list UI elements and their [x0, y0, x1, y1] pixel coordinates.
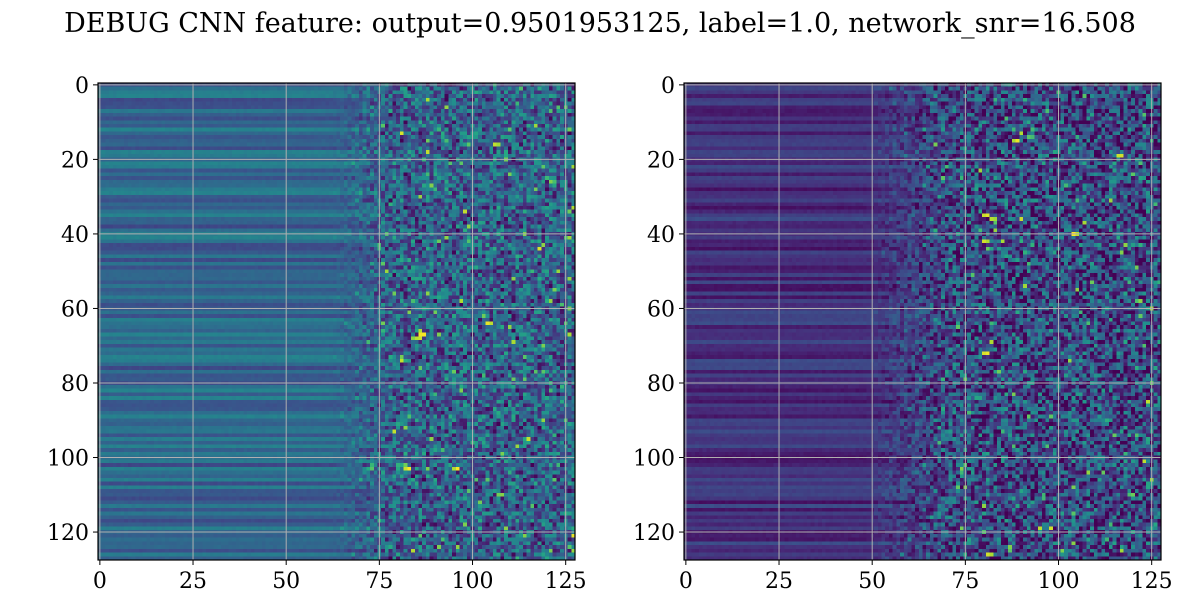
left-x-tick-label: 125 — [545, 569, 587, 594]
right-y-tick-label: 0 — [661, 74, 675, 99]
left-y-tick-label: 120 — [47, 521, 89, 546]
right-x-tick-label: 25 — [765, 569, 793, 594]
left-y-tick-label: 100 — [47, 447, 89, 472]
right-y-tick-label: 100 — [633, 447, 675, 472]
right-y-tick-label: 60 — [647, 297, 675, 322]
left-x-tick-label: 0 — [93, 569, 107, 594]
figure-title: DEBUG CNN feature: output=0.9501953125, … — [64, 8, 1136, 39]
left-x-tick-label: 75 — [365, 569, 393, 594]
left-y-tick-label: 40 — [61, 223, 89, 248]
right-x-tick-label: 50 — [858, 569, 886, 594]
left-x-tick-label: 25 — [179, 569, 207, 594]
right-axes-frame — [683, 82, 1162, 561]
left-y-tick-label: 0 — [75, 74, 89, 99]
right-x-tick-label: 75 — [951, 569, 979, 594]
right-y-tick-label: 120 — [633, 521, 675, 546]
left-y-tick-label: 60 — [61, 297, 89, 322]
left-x-tick-label: 50 — [272, 569, 300, 594]
right-y-tick-label: 80 — [647, 372, 675, 397]
left-axes-frame — [97, 82, 576, 561]
heatmap-right: 0 25 50 75 100 125 0 20 40 60 80 100 120 — [633, 74, 1173, 594]
right-x-tick-label: 0 — [679, 569, 693, 594]
right-x-tick-label: 125 — [1131, 569, 1173, 594]
left-x-tick-label: 100 — [452, 569, 494, 594]
left-heatmap-image — [98, 83, 575, 560]
left-y-tick-label: 80 — [61, 372, 89, 397]
right-heatmap-image — [684, 83, 1161, 560]
right-x-tick-label: 100 — [1038, 569, 1080, 594]
right-y-tick-label: 40 — [647, 223, 675, 248]
left-y-tick-label: 20 — [61, 148, 89, 173]
right-y-tick-label: 20 — [647, 148, 675, 173]
heatmap-left: 0 25 50 75 100 125 0 20 40 60 80 100 120 — [47, 74, 587, 594]
